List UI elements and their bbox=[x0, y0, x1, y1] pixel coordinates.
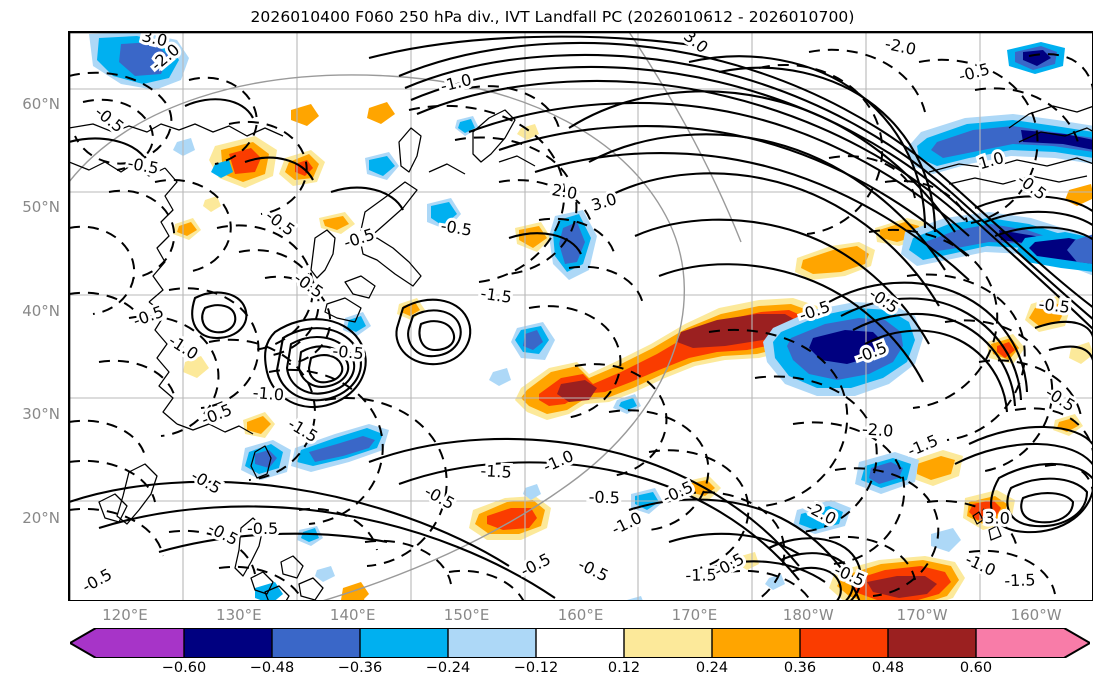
colorbar-tick-label: 0.48 bbox=[871, 660, 905, 676]
x-tick-label: 160°E bbox=[557, 606, 604, 624]
contour-label: -1.5 bbox=[480, 461, 512, 482]
page-title: 2026010400 F060 250 hPa div., IVT Landfa… bbox=[250, 8, 855, 26]
shaded-anomaly-regions bbox=[89, 32, 1092, 600]
colorbar-band[interactable] bbox=[184, 628, 272, 658]
contour-label-halo: -1.5 bbox=[1004, 570, 1036, 590]
contour-label: -1.0 bbox=[252, 383, 285, 405]
colorbar-band[interactable] bbox=[448, 628, 536, 658]
colorbar-bands bbox=[70, 628, 1090, 658]
contour-label-halo: 3.0 bbox=[984, 508, 1010, 527]
contour-label-halo: -0.5 bbox=[588, 487, 620, 507]
contour-label: -0.5 bbox=[188, 466, 225, 498]
contour-label: 3.0 bbox=[140, 32, 169, 50]
colorbar-band[interactable] bbox=[536, 628, 624, 658]
colorbar-tick-label: 0.24 bbox=[695, 660, 729, 676]
colorbar-tick-label: 0.60 bbox=[959, 660, 993, 676]
positive-divergence-contours bbox=[69, 35, 1092, 600]
y-tick-label: 50°N bbox=[22, 198, 60, 217]
great-circle-arc bbox=[69, 32, 742, 600]
x-tick-label: 160°W bbox=[1010, 606, 1062, 624]
colorbar-tick-label: −0.36 bbox=[337, 660, 383, 676]
x-tick-label: 170°E bbox=[671, 606, 718, 624]
contour-label: -0.5 bbox=[199, 400, 235, 429]
contour-label: -0.5 bbox=[247, 519, 278, 538]
map-canvas: -2.0-2.03.03.0-1.0-1.03.03.0 -2.0-2.0-0.5… bbox=[69, 32, 1092, 600]
contour-label: -1.5 bbox=[479, 284, 513, 307]
x-tick-label: 130°E bbox=[216, 606, 262, 624]
x-tick-label: 180°W bbox=[782, 606, 834, 624]
colorbar-band[interactable] bbox=[272, 628, 360, 658]
contour-label: 3.0 bbox=[589, 189, 619, 215]
contour-label-halo: -1.5 bbox=[685, 565, 717, 585]
contour-label: -1.5 bbox=[685, 565, 717, 585]
y-tick-label: 40°N bbox=[22, 301, 60, 320]
contour-label: -0.5 bbox=[517, 549, 553, 580]
contour-label: -0.5 bbox=[711, 549, 747, 580]
contour-label: -0.5 bbox=[262, 206, 298, 240]
contour-label: -0.5 bbox=[1042, 383, 1079, 416]
plot-frame bbox=[69, 32, 1092, 600]
colorbar-outline bbox=[70, 628, 1090, 658]
x-tick-label: 170°W bbox=[896, 606, 948, 624]
contour-label: -0.5 bbox=[1014, 170, 1050, 204]
colorbar-tick-label: 0.12 bbox=[607, 660, 641, 676]
contour-label: -0.5 bbox=[588, 487, 620, 507]
x-tick-label: 150°E bbox=[443, 606, 490, 624]
colorbar-band[interactable] bbox=[712, 628, 800, 658]
contour-label: -1.0 bbox=[608, 508, 644, 539]
contour-label: -0.5 bbox=[332, 341, 365, 363]
colorbar-tick-label: −0.12 bbox=[513, 660, 559, 676]
colorbar-canvas bbox=[70, 628, 1090, 658]
colorbar-band[interactable] bbox=[624, 628, 712, 658]
contour-label: -0.5 bbox=[575, 555, 611, 586]
contour-label: -1.5 bbox=[1004, 570, 1036, 590]
contour-label: -0.5 bbox=[130, 302, 166, 331]
contour-label: -0.5 bbox=[439, 216, 473, 240]
contour-label: -2.0 bbox=[861, 419, 893, 440]
y-tick-label: 20°N bbox=[22, 509, 60, 528]
x-tick-label: 120°E bbox=[102, 606, 148, 624]
y-tick-label: 30°N bbox=[22, 405, 60, 424]
coastlines bbox=[69, 105, 1092, 600]
contour-label: 3.0 bbox=[984, 508, 1010, 527]
contour-label: 2.0 bbox=[550, 180, 578, 203]
contour-label: -0.5 bbox=[1038, 294, 1071, 317]
colorbar-band[interactable] bbox=[70, 628, 184, 658]
contour-label: -1.0 bbox=[540, 446, 576, 476]
colorbar[interactable] bbox=[70, 628, 1090, 658]
colorbar-band[interactable] bbox=[360, 628, 448, 658]
colorbar-band[interactable] bbox=[888, 628, 976, 658]
contour-label-halo: -0.5 bbox=[247, 519, 278, 538]
contour-label: -0.5 bbox=[421, 482, 458, 514]
colorbar-tick-label: −0.48 bbox=[249, 660, 295, 676]
x-tick-label: 140°E bbox=[329, 606, 376, 624]
contour-label: -0.5 bbox=[957, 59, 992, 85]
map-plot-area: -2.0 -2.0 3.0 3.0 -1.0 -1.0 3.0 3.0 -2.0 -2.0 -0.5… bbox=[68, 31, 1093, 601]
contour-label: -0.5 bbox=[79, 565, 116, 597]
colorbar-tick-label: −0.60 bbox=[161, 660, 207, 676]
contour-label: -0.5 bbox=[205, 518, 241, 549]
contour-label: -0.5 bbox=[91, 102, 127, 136]
contour-label: -0.5 bbox=[126, 153, 160, 178]
negative-divergence-contours bbox=[69, 48, 1092, 600]
y-tick-label: 60°N bbox=[22, 94, 60, 113]
colorbar-band[interactable] bbox=[800, 628, 888, 658]
colorbar-tick-label: −0.24 bbox=[425, 660, 471, 676]
colorbar-band[interactable] bbox=[976, 628, 1090, 658]
contour-label: -2.0 bbox=[883, 34, 917, 59]
colorbar-tick-label: 0.36 bbox=[783, 660, 817, 676]
